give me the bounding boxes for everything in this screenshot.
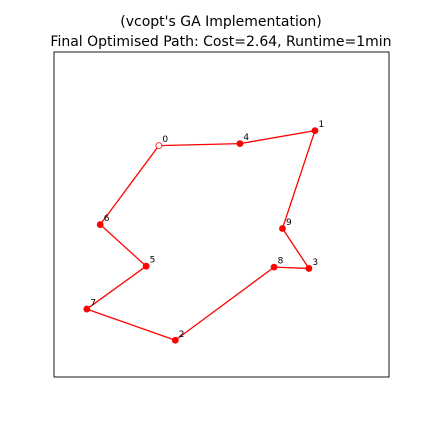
- point-label-4: 4: [243, 133, 249, 143]
- plot-area-frame: [53, 51, 390, 378]
- path-segment-7-5: [86, 265, 147, 310]
- route-points: [83, 127, 319, 344]
- point-label-6: 6: [104, 214, 110, 224]
- point-label-7: 7: [90, 299, 96, 309]
- chart-title-line-1: (vcopt's GA Implementation): [120, 14, 321, 30]
- point-label-1: 1: [318, 120, 324, 130]
- path-segment-1-9: [281, 130, 316, 229]
- path-segment-8-2: [174, 266, 275, 341]
- route-path: [86, 130, 316, 341]
- point-1: [311, 127, 319, 135]
- point-7: [83, 305, 91, 313]
- point-3: [305, 265, 313, 272]
- point-9: [279, 225, 286, 232]
- point-label-2: 2: [179, 330, 185, 340]
- point-8: [270, 263, 278, 271]
- path-segment-6-0: [99, 145, 160, 225]
- path-segment-3-8: [274, 266, 309, 270]
- path-segment-5-6: [99, 224, 147, 267]
- point-label-9: 9: [286, 218, 292, 228]
- point-label-5: 5: [150, 256, 156, 266]
- point-4: [236, 140, 244, 148]
- point-label-0: 0: [162, 135, 168, 145]
- point-6: [96, 221, 104, 228]
- point-5: [142, 262, 150, 270]
- point-2: [171, 336, 179, 344]
- path-segment-2-7: [86, 308, 176, 341]
- chart-title-line-2: Final Optimised Path: Cost=2.64, Runtime…: [50, 34, 391, 50]
- point-label-3: 3: [312, 258, 318, 268]
- path-segment-9-3: [281, 228, 310, 269]
- path-segment-4-1: [239, 130, 316, 145]
- path-segment-0-4: [158, 143, 240, 147]
- point-labels: 0 1 2 3 4 5 6 7 8 9: [90, 120, 324, 340]
- point-label-8: 8: [278, 257, 284, 267]
- start-point-0: [155, 142, 163, 150]
